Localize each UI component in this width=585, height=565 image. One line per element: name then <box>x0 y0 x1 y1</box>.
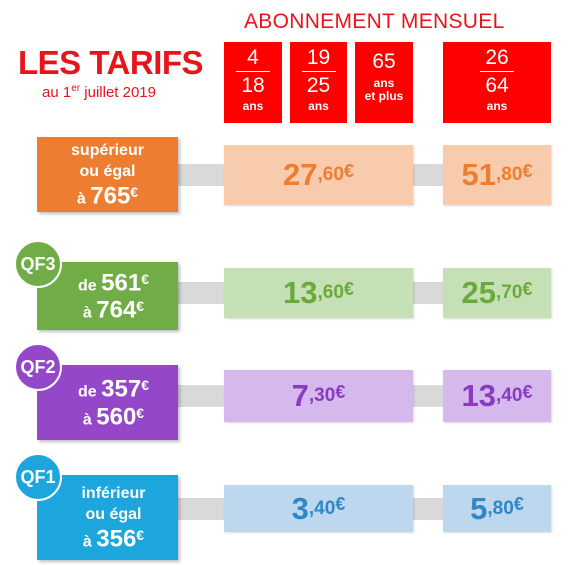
label-line: à 765€ <box>77 182 138 209</box>
column-line: 18 <box>241 74 265 97</box>
column-line: 65 <box>372 50 396 73</box>
price-box: 3,40 € <box>224 485 413 532</box>
column-line: ans <box>308 99 329 113</box>
price-box: 13,60 € <box>224 268 413 318</box>
label-line: ou égal <box>85 505 142 523</box>
label-currency: € <box>136 404 145 421</box>
price-decimal: ,60 <box>317 164 344 185</box>
column-header: 26 64 ans <box>443 42 551 123</box>
column-line: 4 <box>247 46 259 69</box>
column-line: 25 <box>306 74 331 97</box>
price-box: 7,30 € <box>224 370 413 422</box>
price-whole: 51 <box>461 157 497 192</box>
column-header: 4 18 ans <box>224 42 282 123</box>
price-decimal: ,80 <box>496 164 523 185</box>
column-line: 26 <box>485 46 509 69</box>
subtitle-text: juillet 2019 <box>80 84 156 101</box>
subtitle-sup: er <box>71 83 81 94</box>
price-decimal: ,70 <box>496 282 523 303</box>
label-amount: 765 <box>90 182 131 210</box>
label-text: à <box>82 533 92 551</box>
label-currency: € <box>136 298 145 314</box>
price-box: 51,80 € <box>443 145 551 205</box>
label-text: de <box>78 277 97 294</box>
title: LES TARIFS <box>18 44 204 81</box>
label-amount: 560 <box>96 402 137 430</box>
price-decimal: ,80 <box>487 497 514 519</box>
label-text: à <box>82 410 92 428</box>
price-decimal: ,60 <box>317 282 344 303</box>
column-line: 64 <box>485 74 509 97</box>
price-currency: € <box>343 278 354 299</box>
subtitle: au 1er juillet 2019 <box>42 83 156 101</box>
column-header: 19 25 ans <box>290 42 347 123</box>
column-line: ans <box>373 76 395 90</box>
tier-label: de 561€ à 764€ <box>37 262 178 330</box>
label-amount: 561 <box>101 269 142 296</box>
label-currency: € <box>141 377 149 394</box>
label-text: à <box>82 304 92 322</box>
price-whole: 25 <box>461 275 497 310</box>
price-box: 5,80 € <box>443 485 551 532</box>
label-line: à 560€ <box>83 403 144 430</box>
label-line: à 764€ <box>83 296 144 323</box>
price-box: 25,70 € <box>443 268 551 318</box>
divider <box>301 71 336 72</box>
label-currency: € <box>136 526 145 543</box>
label-amount: 356 <box>96 525 137 553</box>
price-currency: € <box>343 160 354 181</box>
price-whole: 13 <box>283 275 318 310</box>
label-line: à 356€ <box>83 525 144 552</box>
label-amount: 357 <box>101 375 142 403</box>
price-box: 27,60 € <box>224 145 413 205</box>
price-currency: € <box>335 381 346 402</box>
label-currency: € <box>141 270 149 287</box>
label-text: de <box>78 383 97 401</box>
price-currency: € <box>522 278 533 299</box>
label-line: de 561€ <box>78 269 149 296</box>
label-text: à <box>76 190 86 208</box>
price-decimal: ,40 <box>308 497 336 519</box>
tier-label: inférieur ou égal à 356€ <box>37 475 178 560</box>
price-currency: € <box>335 494 346 514</box>
price-currency: € <box>522 160 533 181</box>
column-line: et plus <box>364 89 404 103</box>
column-line: 19 <box>306 46 331 69</box>
label-amount: 764 <box>96 296 137 324</box>
price-whole: 27 <box>283 157 318 192</box>
label-line: ou égal <box>79 162 136 180</box>
price-whole: 3 <box>291 490 309 526</box>
badge: QF1 <box>14 453 62 501</box>
divider <box>480 71 514 72</box>
label-line: inférieur <box>81 484 146 502</box>
subtitle-text: au 1 <box>42 84 72 101</box>
price-currency: € <box>513 494 524 514</box>
label-line: de 357€ <box>78 375 149 402</box>
column-line: ans <box>486 99 508 113</box>
price-decimal: ,30 <box>308 385 336 406</box>
tier-label: supérieur ou égal à 765€ <box>37 137 178 212</box>
column-header: 65 ans et plus <box>355 42 413 123</box>
tier-label: de 357€ à 560€ <box>37 365 178 440</box>
divider <box>236 71 270 72</box>
badge: QF3 <box>14 240 62 288</box>
price-whole: 13 <box>461 378 497 413</box>
price-whole: 7 <box>291 378 309 413</box>
price-decimal: ,40 <box>496 385 523 406</box>
price-currency: € <box>522 381 533 402</box>
price-box: 13,40 € <box>443 370 551 422</box>
badge: QF2 <box>14 343 62 391</box>
price-whole: 5 <box>470 490 488 526</box>
label-line: supérieur <box>71 141 144 159</box>
section-title: ABONNEMENT MENSUEL <box>244 10 505 33</box>
column-line: ans <box>242 99 264 113</box>
label-currency: € <box>130 183 139 200</box>
